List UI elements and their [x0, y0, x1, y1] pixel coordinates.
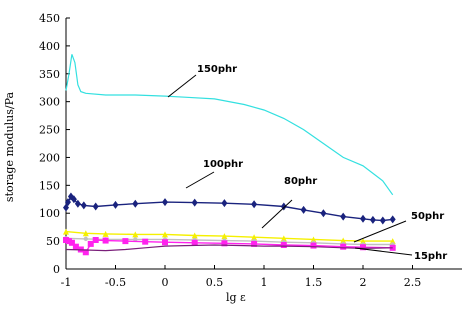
y-tick-label: 300 [39, 96, 60, 109]
series-layer [63, 54, 396, 256]
annotation-80phr-leader [261, 199, 293, 229]
x-tick-label: 0 [162, 276, 169, 289]
data-point [112, 200, 119, 209]
data-point [102, 237, 109, 244]
x-tick-label: -1 [61, 276, 72, 289]
annotation-150phr: 150phr [197, 64, 237, 75]
data-point [68, 239, 75, 246]
axes [65, 18, 462, 270]
y-tick-label: 250 [39, 124, 60, 137]
data-point [82, 249, 89, 256]
data-point [92, 236, 99, 243]
x-tick-label: 2.5 [404, 276, 422, 289]
y-tick-label: 350 [39, 68, 60, 81]
y-ticks: 0 50 100 150 200 250 300 350 400 450 [39, 12, 70, 276]
data-point [369, 215, 376, 224]
series-line [65, 54, 394, 196]
data-point [251, 200, 258, 209]
series-80phr [63, 228, 396, 245]
data-point [221, 233, 228, 240]
y-tick-label: 150 [39, 179, 60, 192]
data-point [63, 203, 69, 212]
data-point [191, 232, 198, 239]
data-point [162, 198, 168, 207]
annotation-15phr: 15phr [414, 251, 447, 262]
data-point [360, 238, 366, 245]
data-point [340, 237, 347, 244]
data-point [83, 236, 89, 242]
data-point [87, 240, 94, 247]
data-point [300, 205, 307, 214]
series-150phr [65, 54, 394, 196]
data-point [74, 199, 81, 208]
data-point [389, 215, 396, 224]
data-point [102, 230, 109, 237]
y-tick-label: 0 [53, 263, 60, 276]
data-point [320, 209, 327, 218]
data-point [122, 238, 129, 245]
y-tick-label: 200 [39, 151, 60, 164]
series-100phr [63, 192, 396, 225]
data-point [162, 231, 168, 238]
data-point [310, 236, 317, 243]
annotation-50phr-leader [353, 220, 407, 243]
annotation-15phr-leader [354, 247, 413, 256]
y-tick-label: 400 [39, 40, 60, 53]
y-tick-label: 450 [39, 12, 60, 25]
data-point [340, 212, 347, 221]
data-point [360, 244, 366, 251]
y-axis-label: storage modulus/Pa [3, 91, 16, 202]
y-tick-label: 100 [39, 207, 60, 220]
data-point [221, 199, 228, 208]
data-point [132, 199, 139, 208]
data-point [82, 230, 89, 237]
data-point [251, 240, 258, 247]
annotations: 150phr 100phr 80phr 50phr 15phr [167, 64, 447, 262]
data-point [360, 214, 366, 223]
x-axis-label: lg ε [226, 291, 246, 304]
data-point [162, 239, 168, 246]
x-tick-label: 1 [261, 276, 268, 289]
data-point [280, 242, 287, 249]
data-point [70, 195, 77, 204]
data-point [92, 202, 99, 211]
x-tick-label: 2 [360, 276, 367, 289]
data-point [191, 198, 198, 207]
data-point [63, 228, 69, 235]
data-point [310, 242, 317, 249]
data-point [72, 243, 79, 250]
annotation-80phr: 80phr [284, 176, 317, 187]
y-tick-label: 50 [46, 235, 60, 248]
data-point [133, 237, 138, 242]
data-point [80, 201, 87, 210]
x-tick-label: -0.5 [105, 276, 126, 289]
x-tick-label: 0.5 [206, 276, 224, 289]
series-line [65, 244, 393, 252]
data-point [340, 243, 347, 250]
data-point [251, 234, 258, 241]
annotation-100phr: 100phr [203, 159, 243, 170]
annotation-150phr-leader [167, 74, 197, 98]
series-unlabeled [65, 244, 393, 252]
data-point [221, 240, 228, 247]
data-point [191, 239, 198, 246]
annotation-100phr-leader [185, 171, 215, 189]
data-point [389, 238, 396, 245]
data-point [379, 216, 386, 225]
x-ticks: -1 -0.5 0 0.5 1 1.5 2 2.5 [61, 265, 422, 289]
data-point [280, 235, 287, 242]
data-point [142, 238, 149, 245]
data-point [132, 231, 139, 238]
data-point [64, 198, 71, 207]
x-tick-label: 1.5 [305, 276, 323, 289]
annotation-50phr: 50phr [411, 211, 444, 222]
